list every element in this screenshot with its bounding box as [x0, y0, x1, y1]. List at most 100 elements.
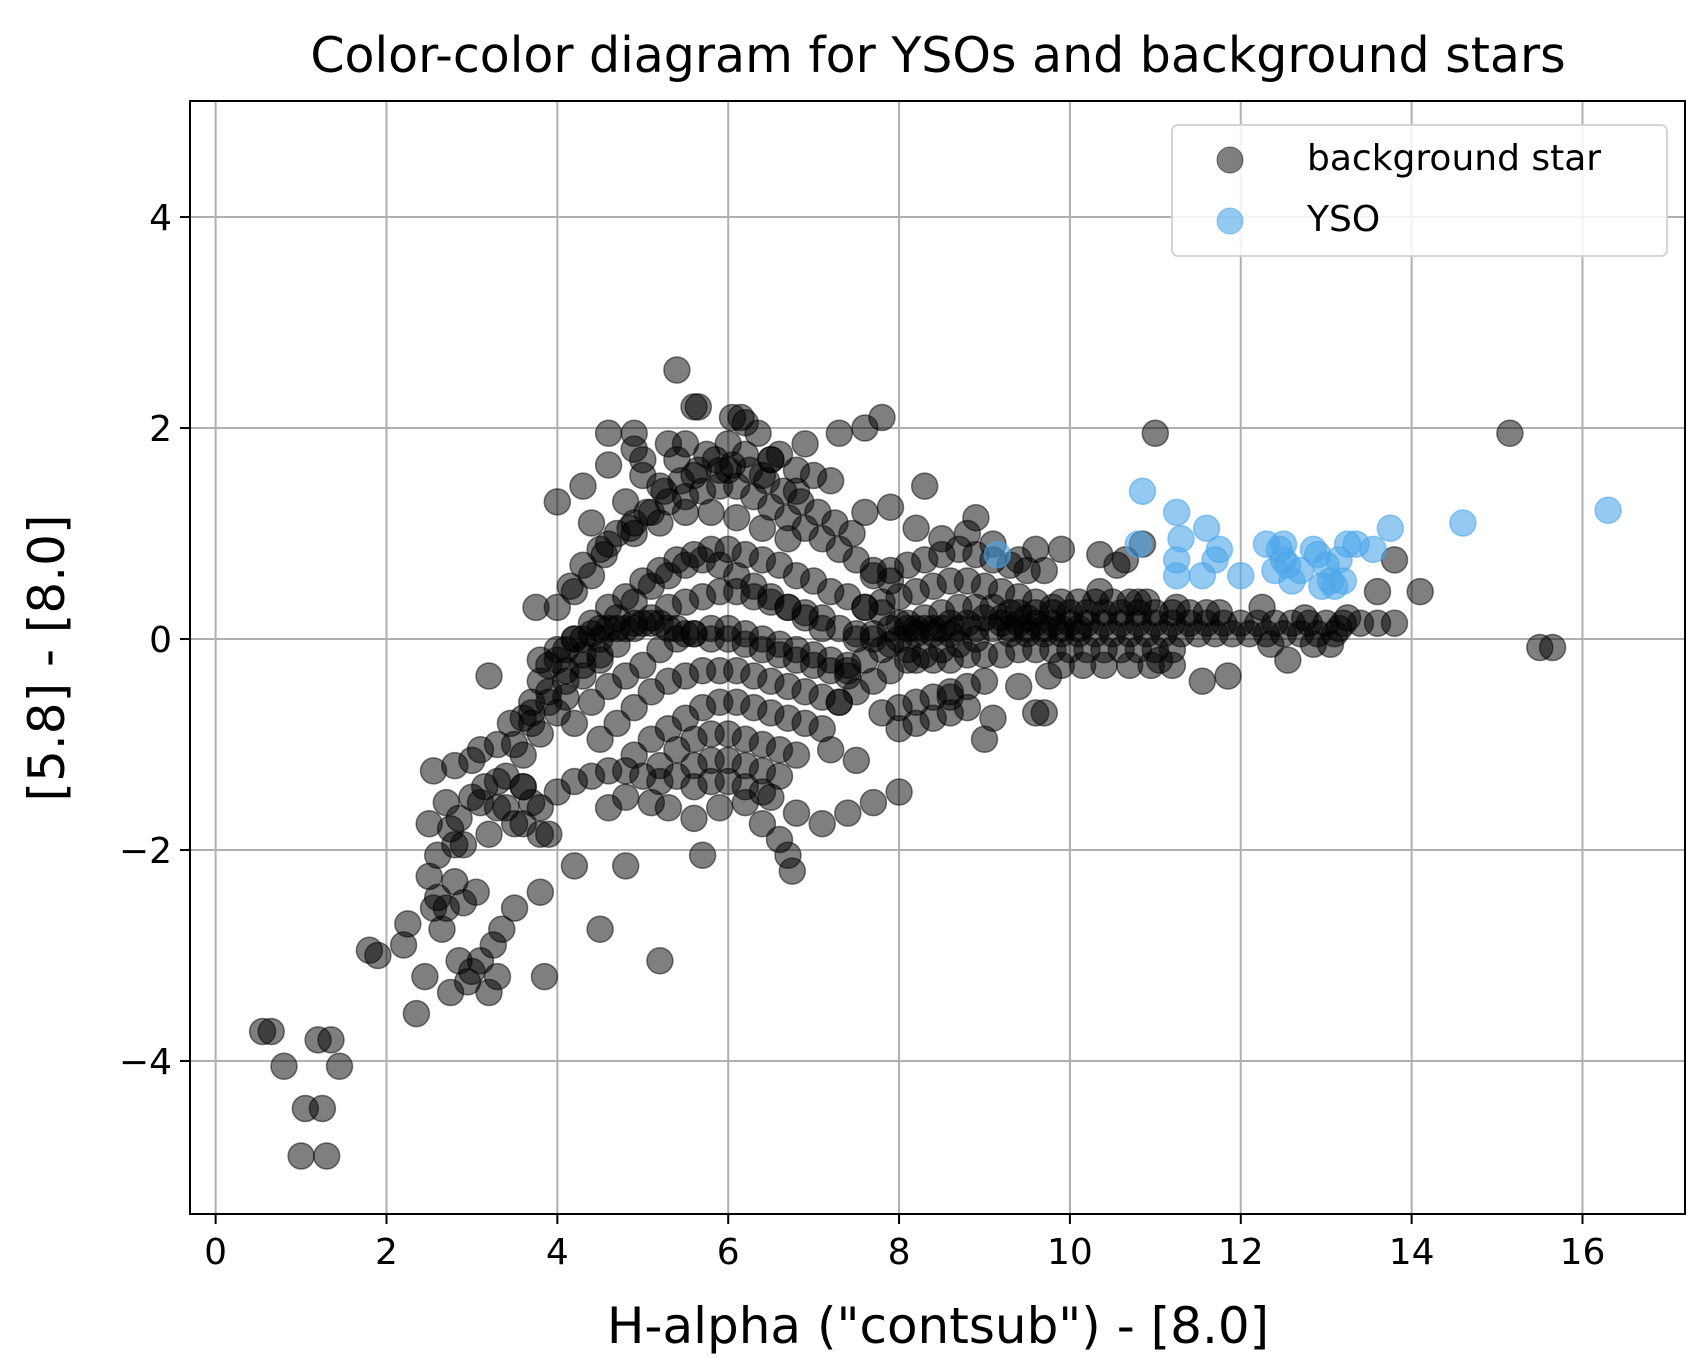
data-points — [248, 356, 1622, 1170]
x-tick-label: 6 — [717, 1232, 740, 1273]
data-point-background-star — [816, 736, 845, 764]
data-point-yso — [1124, 530, 1153, 558]
data-point-background-star — [552, 667, 580, 695]
legend-label-background-star: background star — [1307, 138, 1601, 179]
data-point-background-star — [851, 498, 879, 527]
data-point-background-star — [411, 962, 439, 991]
legend-box — [1171, 124, 1668, 257]
data-point-background-star — [757, 783, 785, 812]
data-point-yso — [1329, 567, 1358, 595]
data-point-background-star — [483, 794, 512, 822]
data-point-yso — [1227, 561, 1255, 590]
data-point-background-star — [757, 445, 785, 474]
data-point-background-star — [509, 772, 537, 801]
data-point-background-star — [509, 809, 537, 838]
data-point-background-star — [594, 419, 623, 448]
data-point-background-star — [808, 614, 836, 643]
data-point-background-star — [842, 746, 871, 775]
data-point-background-star — [1274, 646, 1302, 674]
chart-title: Color-color diagram for YSOs and backgro… — [310, 27, 1565, 84]
data-point-background-star — [876, 493, 905, 521]
data-point-background-star — [402, 999, 431, 1028]
data-point-background-star — [522, 593, 550, 622]
data-point-yso — [1376, 514, 1405, 543]
data-point-background-star — [731, 440, 760, 469]
data-point-background-star — [1256, 630, 1285, 659]
data-point-background-star — [778, 857, 807, 885]
data-point-background-star — [535, 820, 563, 848]
legend-marker-yso — [1216, 207, 1244, 235]
data-point-background-star — [1205, 598, 1234, 627]
data-point-background-star — [629, 461, 657, 490]
data-point-background-star — [590, 540, 619, 569]
data-point-background-star — [317, 1026, 345, 1054]
data-point-yso — [1449, 509, 1477, 537]
data-point-background-star — [586, 725, 614, 754]
data-point-background-star — [936, 683, 965, 711]
data-point-background-star — [569, 472, 597, 500]
x-tick-label: 14 — [1389, 1232, 1435, 1273]
axis-ticks: 0 2 4 6 8 10 12 14 16 −4 −2 0 2 4 — [119, 198, 1605, 1273]
x-tick-label: 10 — [1047, 1232, 1093, 1273]
data-point-background-star — [287, 1142, 315, 1170]
y-tick-label: 2 — [149, 409, 172, 450]
data-point-background-star — [748, 809, 777, 838]
data-point-background-star — [697, 498, 725, 527]
series-yso — [983, 477, 1622, 601]
data-point-background-star — [902, 514, 930, 543]
data-point-background-star — [556, 572, 584, 601]
data-point-background-star — [782, 741, 811, 769]
data-point-background-star — [731, 788, 760, 817]
data-point-background-star — [1363, 577, 1392, 606]
data-point-background-star — [910, 472, 939, 500]
data-point-background-star — [530, 962, 559, 991]
data-point-background-star — [782, 799, 811, 827]
data-point-background-star — [603, 709, 631, 738]
data-point-yso — [1359, 535, 1387, 564]
data-point-background-star — [577, 688, 606, 717]
data-point-background-star — [671, 498, 700, 527]
data-point-background-star — [1047, 535, 1076, 564]
y-tick-label: 4 — [149, 198, 172, 239]
data-point-background-star — [1086, 577, 1114, 606]
data-point-background-star — [885, 778, 913, 806]
data-point-background-star — [475, 820, 503, 848]
data-point-background-star — [312, 1142, 341, 1170]
data-point-background-star — [633, 498, 661, 527]
legend: background star YSO — [1171, 124, 1668, 257]
data-point-background-star — [1496, 419, 1524, 448]
data-point-background-star — [680, 804, 708, 833]
data-point-background-star — [1021, 535, 1050, 564]
data-point-background-star — [620, 435, 648, 463]
data-point-background-star — [970, 667, 999, 695]
data-point-background-star — [970, 725, 999, 754]
x-axis-label: H-alpha ("contsub") - [8.0] — [607, 1297, 1269, 1355]
data-point-background-star — [808, 809, 836, 838]
data-point-background-star — [654, 794, 683, 822]
data-point-background-star — [1034, 662, 1063, 690]
y-tick-label: 0 — [149, 620, 172, 661]
legend-label-yso: YSO — [1306, 199, 1380, 240]
data-point-background-star — [1188, 667, 1217, 695]
data-point-background-star — [543, 488, 572, 516]
data-point-background-star — [1380, 609, 1409, 637]
data-point-background-star — [1291, 604, 1319, 632]
data-point-background-star — [688, 841, 717, 870]
data-point-background-star — [526, 794, 555, 822]
data-point-yso — [1162, 561, 1191, 590]
data-point-background-star — [1406, 577, 1434, 606]
data-point-background-star — [646, 947, 674, 975]
data-point-background-star — [1004, 672, 1033, 701]
x-tick-label: 16 — [1560, 1232, 1606, 1273]
data-point-yso — [1162, 498, 1191, 527]
data-point-background-star — [834, 799, 862, 827]
data-point-background-star — [705, 456, 734, 484]
data-point-background-star — [1162, 593, 1191, 622]
data-point-background-star — [488, 915, 516, 943]
data-point-background-star — [270, 1052, 298, 1081]
y-axis-label: [5.8] - [8.0] — [18, 515, 76, 802]
data-point-background-star — [394, 910, 422, 938]
data-point-background-star — [722, 503, 751, 532]
data-point-background-star — [257, 1017, 285, 1046]
